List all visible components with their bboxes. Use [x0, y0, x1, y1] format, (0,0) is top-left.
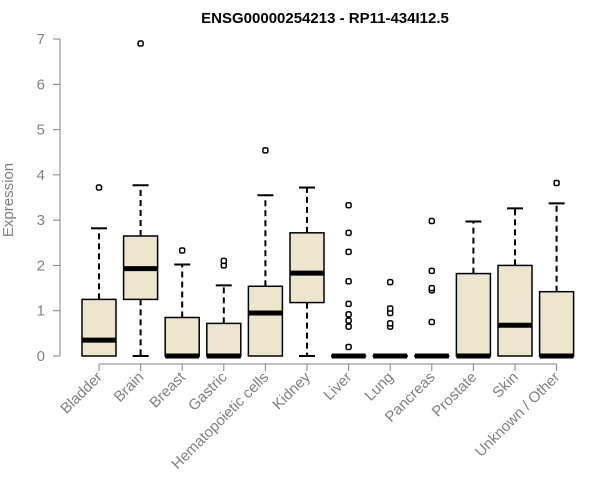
outlier-point [137, 40, 144, 47]
box [455, 272, 492, 357]
outlier-point [386, 320, 394, 327]
outlier-point [95, 184, 103, 191]
outlier-point [262, 147, 269, 154]
y-axis-label: Expression [0, 163, 17, 237]
outlier-point [386, 278, 394, 286]
chart-title: ENSG00000254213 - RP11-434I12.5 [201, 10, 449, 27]
x-tick-label: Kidney [269, 368, 314, 413]
box [538, 290, 575, 357]
outlier-point [345, 343, 352, 351]
outlier-point [345, 248, 352, 256]
outlier-point [345, 317, 352, 324]
box-group [81, 184, 117, 357]
box [206, 322, 242, 357]
outlier-point [345, 278, 352, 285]
outlier-point [553, 179, 560, 187]
outlier-point [345, 323, 352, 330]
box [497, 264, 533, 357]
outlier-point [345, 300, 352, 308]
box [164, 316, 200, 357]
box-group [414, 217, 450, 359]
box-group [330, 201, 367, 359]
box-group [372, 278, 408, 359]
box-group [122, 40, 159, 357]
outlier-point [220, 257, 228, 265]
y-tick-label: 0 [37, 348, 45, 365]
outlier-point [386, 305, 394, 312]
outlier-point [428, 284, 436, 292]
y-tick-label: 7 [37, 31, 45, 48]
plot-area [81, 40, 575, 359]
box [81, 298, 117, 357]
x-tick-label: Prostate [429, 369, 481, 421]
box-group [206, 257, 242, 359]
box-group [497, 207, 533, 357]
outlier-point [428, 318, 436, 326]
x-tick-label: Lung [361, 369, 397, 405]
box-group [164, 247, 200, 359]
y-tick-label: 2 [37, 257, 45, 274]
x-tick-label: Liver [320, 369, 355, 404]
outlier-point [345, 229, 352, 237]
x-tick-label: Bladder [57, 369, 106, 418]
y-tick-label: 6 [37, 76, 45, 93]
box-group [538, 179, 575, 359]
box-group [247, 147, 284, 357]
y-tick-label: 5 [37, 122, 45, 139]
outlier-point [178, 247, 186, 254]
x-tick-label: Skin [489, 369, 522, 402]
box [289, 232, 325, 304]
box-group [455, 220, 492, 359]
outlier-point [345, 311, 352, 318]
y-tick-label: 1 [37, 303, 45, 320]
x-tick-label: Brain [111, 369, 148, 406]
y-tick-label: 3 [37, 212, 45, 229]
outlier-point [428, 217, 436, 225]
y-tick-label: 4 [37, 167, 45, 184]
box-group [289, 186, 325, 357]
x-tick-label: Breast [146, 368, 189, 411]
outlier-point [428, 267, 436, 275]
outlier-point [345, 201, 352, 209]
y-axis: 0 1 2 3 4 5 6 7 [37, 31, 61, 365]
box [247, 285, 284, 357]
